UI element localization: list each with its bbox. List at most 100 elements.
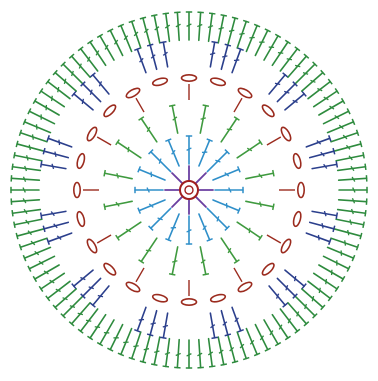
outer-treble-cross xyxy=(175,23,181,28)
mid-treble-cross xyxy=(227,247,232,254)
outer-treble xyxy=(318,264,346,283)
outer-treble-cross xyxy=(154,26,160,31)
outer-treble-top xyxy=(220,363,228,366)
outer-treble xyxy=(337,175,368,182)
outer-treble xyxy=(271,313,291,341)
outer-treble-top xyxy=(11,209,14,217)
inner-treble-top xyxy=(236,207,241,214)
outer-treble-stem xyxy=(28,255,56,270)
chain-loop xyxy=(237,87,253,99)
cluster-treble-stem xyxy=(308,150,335,159)
inner-treble-stem xyxy=(206,207,228,229)
outer-treble-top xyxy=(320,69,326,76)
outer-treble-top xyxy=(22,118,27,126)
chain-post xyxy=(233,267,243,283)
outer-treble xyxy=(307,280,333,302)
outer-treble xyxy=(38,88,66,108)
cluster-treble-cross xyxy=(210,324,216,329)
outer-treble-cross xyxy=(24,165,28,172)
cluster-treble-cross xyxy=(234,317,239,323)
outer-treble-stem xyxy=(153,14,161,44)
outer-treble xyxy=(335,151,365,162)
cluster xyxy=(268,269,307,308)
outer-treble-cross xyxy=(259,335,265,341)
outer-treble-top xyxy=(68,321,75,327)
cluster-treble xyxy=(42,221,70,233)
mid-treble-top xyxy=(202,104,210,108)
outer-treble-cross xyxy=(25,155,29,161)
outer-treble-cross xyxy=(344,240,347,246)
cluster-treble-top xyxy=(146,43,154,47)
outer-treble-stem xyxy=(287,55,308,79)
mid-treble-stem xyxy=(199,246,207,276)
cluster-treble-cross xyxy=(222,55,228,58)
cluster-treble xyxy=(42,147,70,159)
outer-treble xyxy=(197,11,204,42)
inner-treble-stem xyxy=(138,199,166,212)
inner-treble-top xyxy=(148,225,154,231)
mid-treble-top xyxy=(115,139,120,146)
outer-treble-top xyxy=(128,19,136,24)
outer-treble-cross xyxy=(154,350,160,354)
chain-loop xyxy=(103,262,117,276)
outer-treble xyxy=(318,97,346,116)
outer-treble-cross xyxy=(338,124,344,130)
cluster-treble-stem xyxy=(149,44,158,71)
cluster-treble-cross xyxy=(222,321,228,326)
outer-treble-stem xyxy=(322,255,350,270)
inner-treble-cross xyxy=(186,147,192,151)
outer-treble-top xyxy=(22,254,27,262)
inner-treble-top xyxy=(236,166,241,173)
outer-treble-stem xyxy=(109,323,124,351)
mid-treble-cross xyxy=(125,228,132,233)
outer-treble-stem xyxy=(318,264,344,280)
outer-treble-stem xyxy=(19,131,48,143)
outer-treble-stem xyxy=(336,165,367,172)
inner-treble xyxy=(148,207,172,231)
outer-treble-top xyxy=(320,304,326,311)
outer-treble-stem xyxy=(23,246,52,259)
outer-treble-top xyxy=(231,360,239,364)
outer-treble-stem xyxy=(294,295,316,317)
outer-treble-stem xyxy=(279,47,299,72)
outer-treble xyxy=(107,28,124,57)
outer-treble-cross xyxy=(63,78,67,85)
cluster-treble-cross xyxy=(274,82,281,86)
outer-treble xyxy=(52,288,78,311)
outer-treble xyxy=(22,118,52,134)
outer-treble xyxy=(300,288,326,311)
cluster-treble-cross xyxy=(150,54,156,59)
cluster-treble-top xyxy=(292,293,298,299)
cluster-treble-stem xyxy=(308,221,335,230)
outer-treble-cross xyxy=(38,260,44,266)
cluster-treble-stem xyxy=(311,210,338,217)
outer-treble xyxy=(326,246,356,262)
cluster xyxy=(268,72,307,111)
cluster-treble-stem xyxy=(276,83,296,103)
outer-treble-stem xyxy=(16,228,45,237)
cluster-treble xyxy=(276,277,298,299)
mid-treble-cross xyxy=(127,146,130,153)
chain-loop xyxy=(86,238,98,254)
outer-treble xyxy=(13,218,43,229)
outer-treble xyxy=(337,198,368,205)
outer-treble-stem xyxy=(300,71,324,92)
chain-loop xyxy=(296,181,305,199)
outer-treble xyxy=(96,319,115,347)
inner-round-group xyxy=(134,135,244,245)
cluster-treble-stem xyxy=(231,306,242,332)
outer-treble-stem xyxy=(287,301,308,325)
cluster-treble-stem xyxy=(284,93,305,111)
cluster-treble xyxy=(305,232,332,245)
outer-treble-cross xyxy=(304,303,308,310)
outer-treble-top xyxy=(60,313,66,319)
outer-treble xyxy=(294,61,318,85)
mid-treble-stem xyxy=(171,246,179,276)
mid-treble-top xyxy=(258,234,263,241)
outer-treble xyxy=(330,237,360,251)
outer-treble xyxy=(117,327,133,357)
chain-post xyxy=(135,267,145,283)
outer-treble-cross xyxy=(62,297,68,301)
outer-treble-stem xyxy=(271,313,289,339)
inner-treble xyxy=(148,149,172,173)
